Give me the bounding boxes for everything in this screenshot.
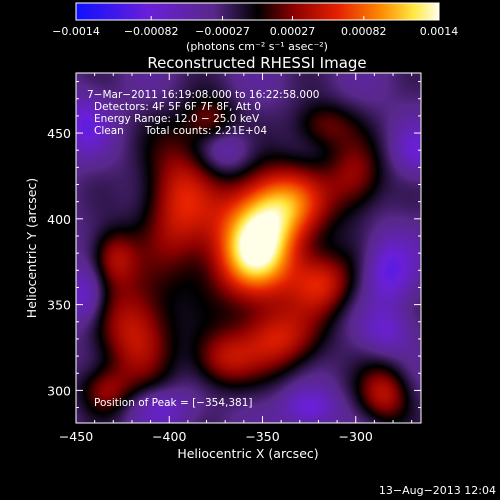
y-tick-label: 400	[47, 212, 71, 227]
colorbar-ticks: −0.0014 −0.00082 −0.00027 0.00027 0.00082 0.0…	[52, 16, 458, 38]
y-tick-label: 300	[47, 383, 71, 398]
x-tick-label: −400	[152, 429, 186, 444]
colorbar	[75, 2, 440, 21]
y-tick-label: 450	[47, 126, 71, 141]
plot-frame	[75, 72, 422, 424]
x-tick-label: −450	[59, 429, 93, 444]
footer-timestamp: 13−Aug−2013 12:04	[379, 484, 496, 497]
x-tick-label: −350	[245, 429, 279, 444]
colorbar-tick-label: −0.0014	[52, 25, 100, 38]
method-text: Clean	[94, 125, 124, 137]
colorbar-unit-label: (photons cm⁻² s⁻¹ asec⁻²)	[186, 40, 328, 53]
detectors-text: Detectors: 4F 5F 6F 7F 8F, Att 0	[94, 101, 261, 113]
colorbar-tick-label: 0.0014	[420, 25, 459, 38]
heatmap-image	[76, 73, 421, 423]
y-axis-ticks: 300 350 400 450	[47, 81, 421, 409]
total-counts-text: Total counts: 2.21E+04	[144, 125, 267, 137]
y-tick-label: 350	[47, 298, 71, 313]
time-range-text: 7−Mar−2011 16:19:08.000 to 16:22:58.000	[87, 89, 319, 101]
colorbar-tick-label: 0.00082	[341, 25, 387, 38]
x-axis-ticks: −450 −400 −350 −300	[59, 73, 413, 444]
colorbar-tick-label: −0.00027	[195, 25, 250, 38]
energy-range-text: Energy Range: 12.0 − 25.0 keV	[94, 113, 260, 125]
peak-position-text: Position of Peak = [−354,381]	[94, 397, 253, 409]
colorbar-tick-label: −0.00082	[124, 25, 179, 38]
x-axis-label: Heliocentric X (arcsec)	[177, 446, 318, 461]
colorbar-tick-label: 0.00027	[270, 25, 316, 38]
y-axis-label: Heliocentric Y (arcsec)	[24, 178, 39, 318]
x-tick-label: −300	[339, 429, 373, 444]
chart-title: Reconstructed RHESSI Image	[147, 54, 366, 72]
